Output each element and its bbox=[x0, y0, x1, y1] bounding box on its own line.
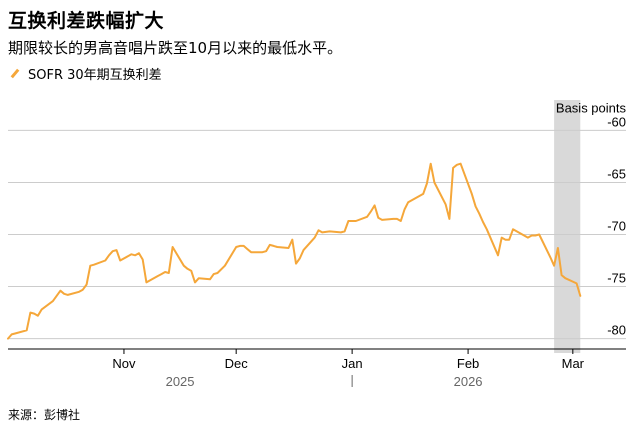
highlight-band bbox=[554, 100, 581, 353]
gridlines bbox=[8, 129, 626, 340]
year-label: 2026 bbox=[454, 374, 483, 389]
year-label: 2025 bbox=[166, 374, 195, 389]
y-tick-label: -75 bbox=[607, 271, 626, 286]
legend: SOFR 30年期互换利差 bbox=[8, 64, 162, 83]
y-tick-label: -80 bbox=[607, 323, 626, 338]
y-tick-label: -65 bbox=[607, 166, 626, 181]
y-tick-labels: -60 -65 -70 -75 -80 bbox=[607, 114, 626, 337]
y-tick-label: -60 bbox=[607, 114, 626, 129]
y-axis-label: Basis points bbox=[556, 100, 627, 115]
series-line bbox=[7, 162, 582, 340]
x-tick-label: Feb bbox=[457, 356, 479, 371]
chart-subtitle: 期限较长的男高音唱片跌至10月以来的最低水平。 bbox=[8, 39, 343, 57]
x-tick-label: Dec bbox=[225, 356, 249, 371]
x-tick-label: Nov bbox=[112, 356, 136, 371]
chart-title: 互换利差跌幅扩大 bbox=[8, 10, 165, 32]
x-tick-label: Mar bbox=[562, 356, 585, 371]
year-labels: 2025 2026 bbox=[166, 374, 483, 389]
y-tick-label: -70 bbox=[607, 219, 626, 234]
legend-label: SOFR 30年期互换利差 bbox=[28, 68, 162, 83]
x-tick-label: Jan bbox=[342, 356, 363, 371]
source-note: 来源：彭博社 bbox=[8, 408, 81, 422]
x-ticks: Nov Dec Jan Feb Mar bbox=[112, 349, 585, 371]
